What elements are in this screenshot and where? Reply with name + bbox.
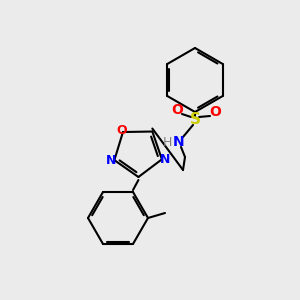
Text: O: O: [171, 103, 183, 117]
Text: O: O: [117, 124, 127, 136]
Text: N: N: [173, 135, 185, 149]
Text: N: N: [106, 154, 116, 166]
Text: O: O: [209, 105, 221, 119]
Text: N: N: [160, 153, 170, 166]
Text: H: H: [162, 136, 172, 148]
Text: S: S: [190, 112, 200, 128]
